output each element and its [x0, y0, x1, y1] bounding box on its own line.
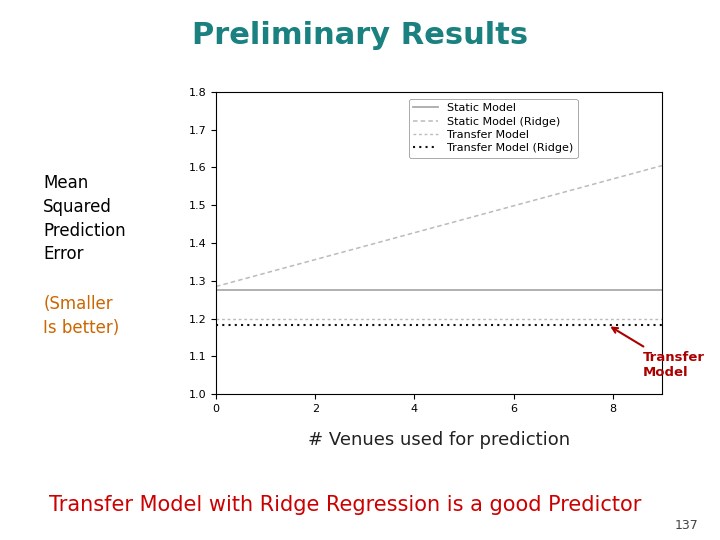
Text: Transfer Model with Ridge Regression is a good Predictor: Transfer Model with Ridge Regression is …	[50, 495, 642, 515]
Text: Preliminary Results: Preliminary Results	[192, 21, 528, 50]
Text: # Venues used for prediction: # Venues used for prediction	[308, 431, 570, 449]
Text: Mean
Squared
Prediction
Error: Mean Squared Prediction Error	[43, 174, 126, 263]
Text: Transfer
Model: Transfer Model	[612, 328, 705, 379]
Legend: Static Model, Static Model (Ridge), Transfer Model, Transfer Model (Ridge): Static Model, Static Model (Ridge), Tran…	[409, 99, 577, 158]
Text: (Smaller
Is better): (Smaller Is better)	[43, 295, 120, 337]
Text: 137: 137	[675, 519, 698, 532]
